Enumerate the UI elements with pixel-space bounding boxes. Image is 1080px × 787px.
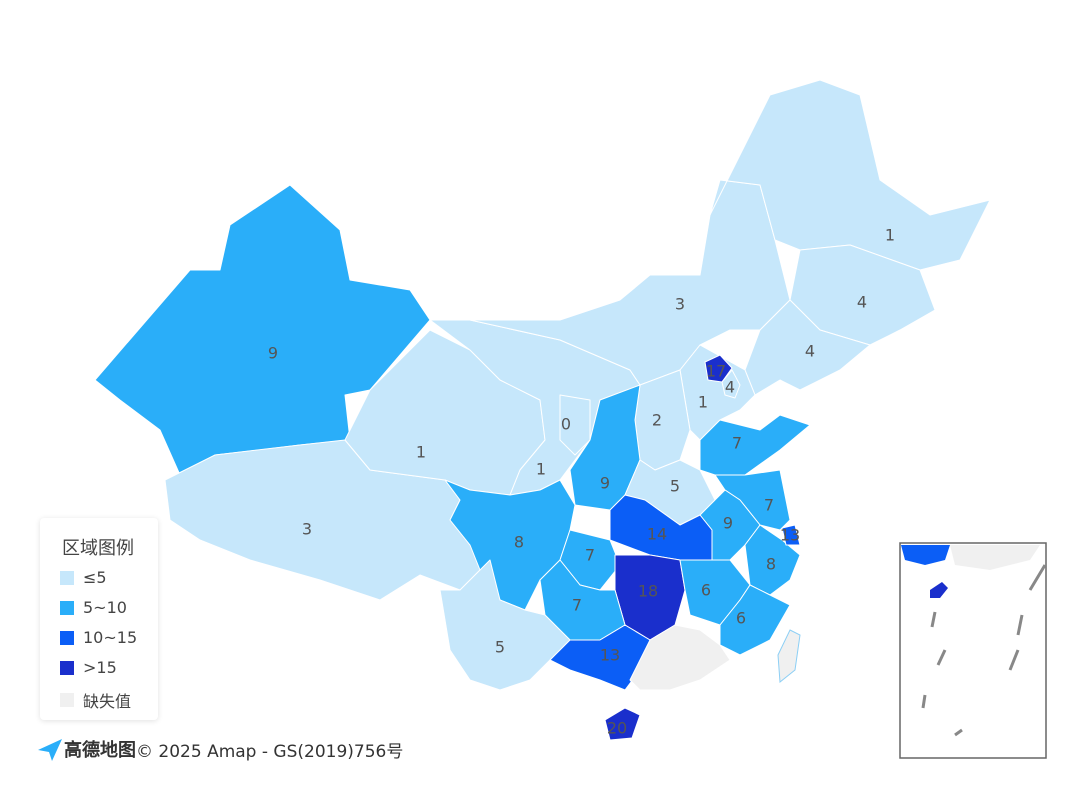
- logo-icon: [38, 739, 62, 761]
- legend-item: >15: [60, 658, 117, 677]
- attribution: 高德地图 © 2025 Amap - GS(2019)756号: [36, 736, 403, 762]
- legend-item: 5~10: [60, 598, 127, 617]
- value-label: 14: [647, 525, 667, 544]
- value-label: 13: [780, 526, 800, 545]
- legend-label: ≤5: [83, 568, 107, 587]
- inset-dash: [921, 564, 1047, 737]
- legend-swatch: [60, 630, 74, 645]
- value-label: 4: [857, 293, 867, 312]
- value-label: 8: [514, 533, 524, 552]
- value-label: 20: [607, 719, 627, 738]
- value-label: 7: [764, 496, 774, 515]
- island: [777, 629, 801, 683]
- value-label: 1: [885, 226, 895, 245]
- value-label: 6: [736, 609, 746, 628]
- inset-land: [950, 545, 1040, 570]
- region: [704, 354, 733, 383]
- region: [604, 707, 641, 741]
- value-label: 1: [416, 443, 426, 462]
- legend-label: 5~10: [83, 598, 127, 617]
- value-label: 18: [638, 582, 658, 601]
- legend-swatch: [60, 600, 74, 615]
- value-label: 0: [561, 415, 571, 434]
- legend-swatch: [60, 660, 74, 675]
- legend-item: 10~15: [60, 628, 137, 647]
- legend-item: ≤5: [60, 568, 107, 587]
- value-label: 8: [766, 555, 776, 574]
- inset: [899, 542, 1047, 759]
- region: [709, 79, 991, 271]
- regions: [94, 79, 991, 741]
- value-label: 4: [725, 378, 735, 397]
- region: [469, 179, 791, 386]
- value-label: 9: [600, 474, 610, 493]
- value-label: 1: [698, 393, 708, 412]
- logo-text: 高德地图: [64, 740, 136, 761]
- legend-swatch: [60, 570, 74, 585]
- value-label: 9: [268, 344, 278, 363]
- region: [699, 414, 811, 476]
- value-label: 3: [675, 295, 685, 314]
- legend-item: 缺失值: [60, 688, 131, 712]
- inset-island: [930, 582, 948, 598]
- region: [629, 624, 731, 691]
- value-label: 7: [572, 596, 582, 615]
- region: [781, 524, 801, 546]
- value-label: 7: [732, 434, 742, 453]
- inset-land: [901, 545, 950, 565]
- value-label: 5: [670, 477, 680, 496]
- region: [721, 369, 741, 399]
- value-label: 3: [302, 520, 312, 539]
- legend: 区域图例 ≤5 5~10 10~15 >15 缺失值: [40, 518, 158, 720]
- inset-frame: [899, 542, 1047, 759]
- region: [609, 494, 713, 561]
- legend-title: 区域图例: [62, 538, 134, 559]
- value-label: 9: [723, 514, 733, 533]
- value-label: 1: [536, 460, 546, 479]
- value-label: 17: [706, 362, 726, 381]
- attribution-text: © 2025 Amap - GS(2019)756号: [136, 741, 404, 762]
- value-label: 4: [805, 342, 815, 361]
- value-label: 13: [600, 646, 620, 665]
- region: [559, 394, 591, 456]
- value-label: 2: [652, 411, 662, 430]
- legend-label: >15: [83, 658, 117, 677]
- region: [719, 584, 791, 656]
- legend-swatch: [60, 693, 74, 707]
- region: [634, 369, 691, 471]
- legend-label: 缺失值: [83, 692, 132, 711]
- value-label: 7: [585, 546, 595, 565]
- value-label: 5: [495, 638, 505, 657]
- legend-label: 10~15: [83, 628, 138, 647]
- value-label: 6: [701, 581, 711, 600]
